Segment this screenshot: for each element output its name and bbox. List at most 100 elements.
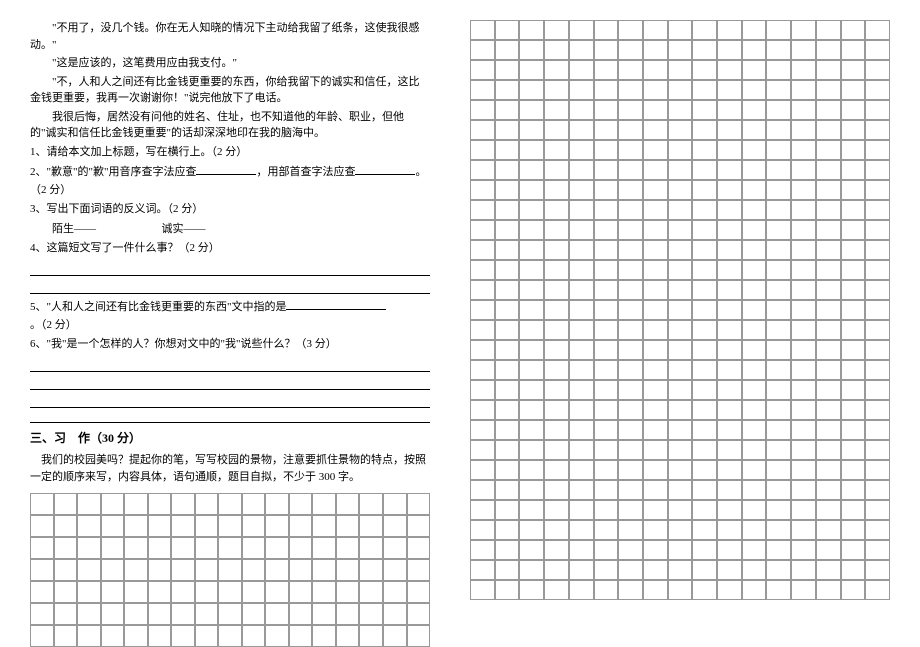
grid-cell[interactable]: [841, 400, 866, 420]
grid-cell[interactable]: [742, 340, 767, 360]
grid-cell[interactable]: [101, 537, 125, 559]
grid-cell[interactable]: [594, 580, 619, 600]
grid-cell[interactable]: [569, 340, 594, 360]
grid-cell[interactable]: [470, 540, 495, 560]
grid-cell[interactable]: [791, 540, 816, 560]
grid-cell[interactable]: [569, 240, 594, 260]
grid-cell[interactable]: [766, 100, 791, 120]
grid-cell[interactable]: [594, 160, 619, 180]
grid-cell[interactable]: [519, 540, 544, 560]
grid-cell[interactable]: [265, 493, 289, 515]
grid-cell[interactable]: [289, 493, 313, 515]
grid-cell[interactable]: [766, 480, 791, 500]
grid-cell[interactable]: [791, 20, 816, 40]
grid-cell[interactable]: [519, 320, 544, 340]
grid-cell[interactable]: [791, 440, 816, 460]
grid-cell[interactable]: [841, 200, 866, 220]
grid-cell[interactable]: [643, 480, 668, 500]
grid-cell[interactable]: [470, 500, 495, 520]
grid-cell[interactable]: [242, 515, 266, 537]
grid-cell[interactable]: [643, 460, 668, 480]
grid-cell[interactable]: [569, 180, 594, 200]
grid-cell[interactable]: [717, 160, 742, 180]
grid-cell[interactable]: [54, 493, 78, 515]
grid-cell[interactable]: [816, 40, 841, 60]
grid-cell[interactable]: [544, 220, 569, 240]
grid-cell[interactable]: [544, 380, 569, 400]
grid-cell[interactable]: [519, 300, 544, 320]
grid-cell[interactable]: [841, 220, 866, 240]
grid-cell[interactable]: [312, 493, 336, 515]
grid-cell[interactable]: [569, 200, 594, 220]
grid-cell[interactable]: [495, 280, 520, 300]
grid-cell[interactable]: [668, 380, 693, 400]
grid-cell[interactable]: [336, 537, 360, 559]
grid-cell[interactable]: [544, 500, 569, 520]
grid-cell[interactable]: [816, 500, 841, 520]
grid-cell[interactable]: [495, 360, 520, 380]
grid-cell[interactable]: [742, 60, 767, 80]
grid-cell[interactable]: [495, 460, 520, 480]
grid-cell[interactable]: [742, 200, 767, 220]
grid-cell[interactable]: [495, 380, 520, 400]
grid-cell[interactable]: [766, 520, 791, 540]
grid-cell[interactable]: [470, 440, 495, 460]
grid-cell[interactable]: [692, 180, 717, 200]
grid-cell[interactable]: [495, 140, 520, 160]
grid-cell[interactable]: [643, 220, 668, 240]
grid-cell[interactable]: [594, 440, 619, 460]
grid-cell[interactable]: [544, 580, 569, 600]
grid-cell[interactable]: [816, 60, 841, 80]
grid-cell[interactable]: [569, 40, 594, 60]
grid-cell[interactable]: [594, 120, 619, 140]
grid-cell[interactable]: [791, 560, 816, 580]
grid-cell[interactable]: [717, 500, 742, 520]
grid-cell[interactable]: [359, 581, 383, 603]
grid-cell[interactable]: [519, 100, 544, 120]
grid-cell[interactable]: [865, 340, 890, 360]
grid-cell[interactable]: [791, 460, 816, 480]
grid-cell[interactable]: [692, 480, 717, 500]
grid-cell[interactable]: [171, 559, 195, 581]
grid-cell[interactable]: [124, 559, 148, 581]
grid-cell[interactable]: [544, 420, 569, 440]
grid-cell[interactable]: [692, 80, 717, 100]
grid-cell[interactable]: [816, 180, 841, 200]
grid-cell[interactable]: [54, 625, 78, 647]
grid-cell[interactable]: [668, 460, 693, 480]
grid-cell[interactable]: [668, 300, 693, 320]
grid-cell[interactable]: [470, 360, 495, 380]
grid-cell[interactable]: [359, 603, 383, 625]
grid-cell[interactable]: [717, 40, 742, 60]
grid-cell[interactable]: [717, 380, 742, 400]
grid-cell[interactable]: [594, 360, 619, 380]
grid-cell[interactable]: [495, 60, 520, 80]
grid-cell[interactable]: [359, 515, 383, 537]
answer-line[interactable]: [30, 262, 430, 276]
grid-cell[interactable]: [594, 300, 619, 320]
grid-cell[interactable]: [148, 559, 172, 581]
grid-cell[interactable]: [668, 80, 693, 100]
grid-cell[interactable]: [470, 480, 495, 500]
grid-cell[interactable]: [124, 625, 148, 647]
grid-cell[interactable]: [519, 380, 544, 400]
grid-cell[interactable]: [865, 560, 890, 580]
grid-cell[interactable]: [766, 60, 791, 80]
grid-cell[interactable]: [544, 260, 569, 280]
grid-cell[interactable]: [171, 625, 195, 647]
grid-cell[interactable]: [865, 420, 890, 440]
grid-cell[interactable]: [594, 420, 619, 440]
grid-cell[interactable]: [668, 240, 693, 260]
grid-cell[interactable]: [692, 520, 717, 540]
grid-cell[interactable]: [692, 60, 717, 80]
grid-cell[interactable]: [692, 460, 717, 480]
grid-cell[interactable]: [766, 540, 791, 560]
grid-cell[interactable]: [865, 520, 890, 540]
grid-cell[interactable]: [618, 400, 643, 420]
grid-cell[interactable]: [495, 540, 520, 560]
grid-cell[interactable]: [30, 515, 54, 537]
grid-cell[interactable]: [865, 580, 890, 600]
grid-cell[interactable]: [841, 240, 866, 260]
grid-cell[interactable]: [594, 560, 619, 580]
grid-cell[interactable]: [643, 440, 668, 460]
